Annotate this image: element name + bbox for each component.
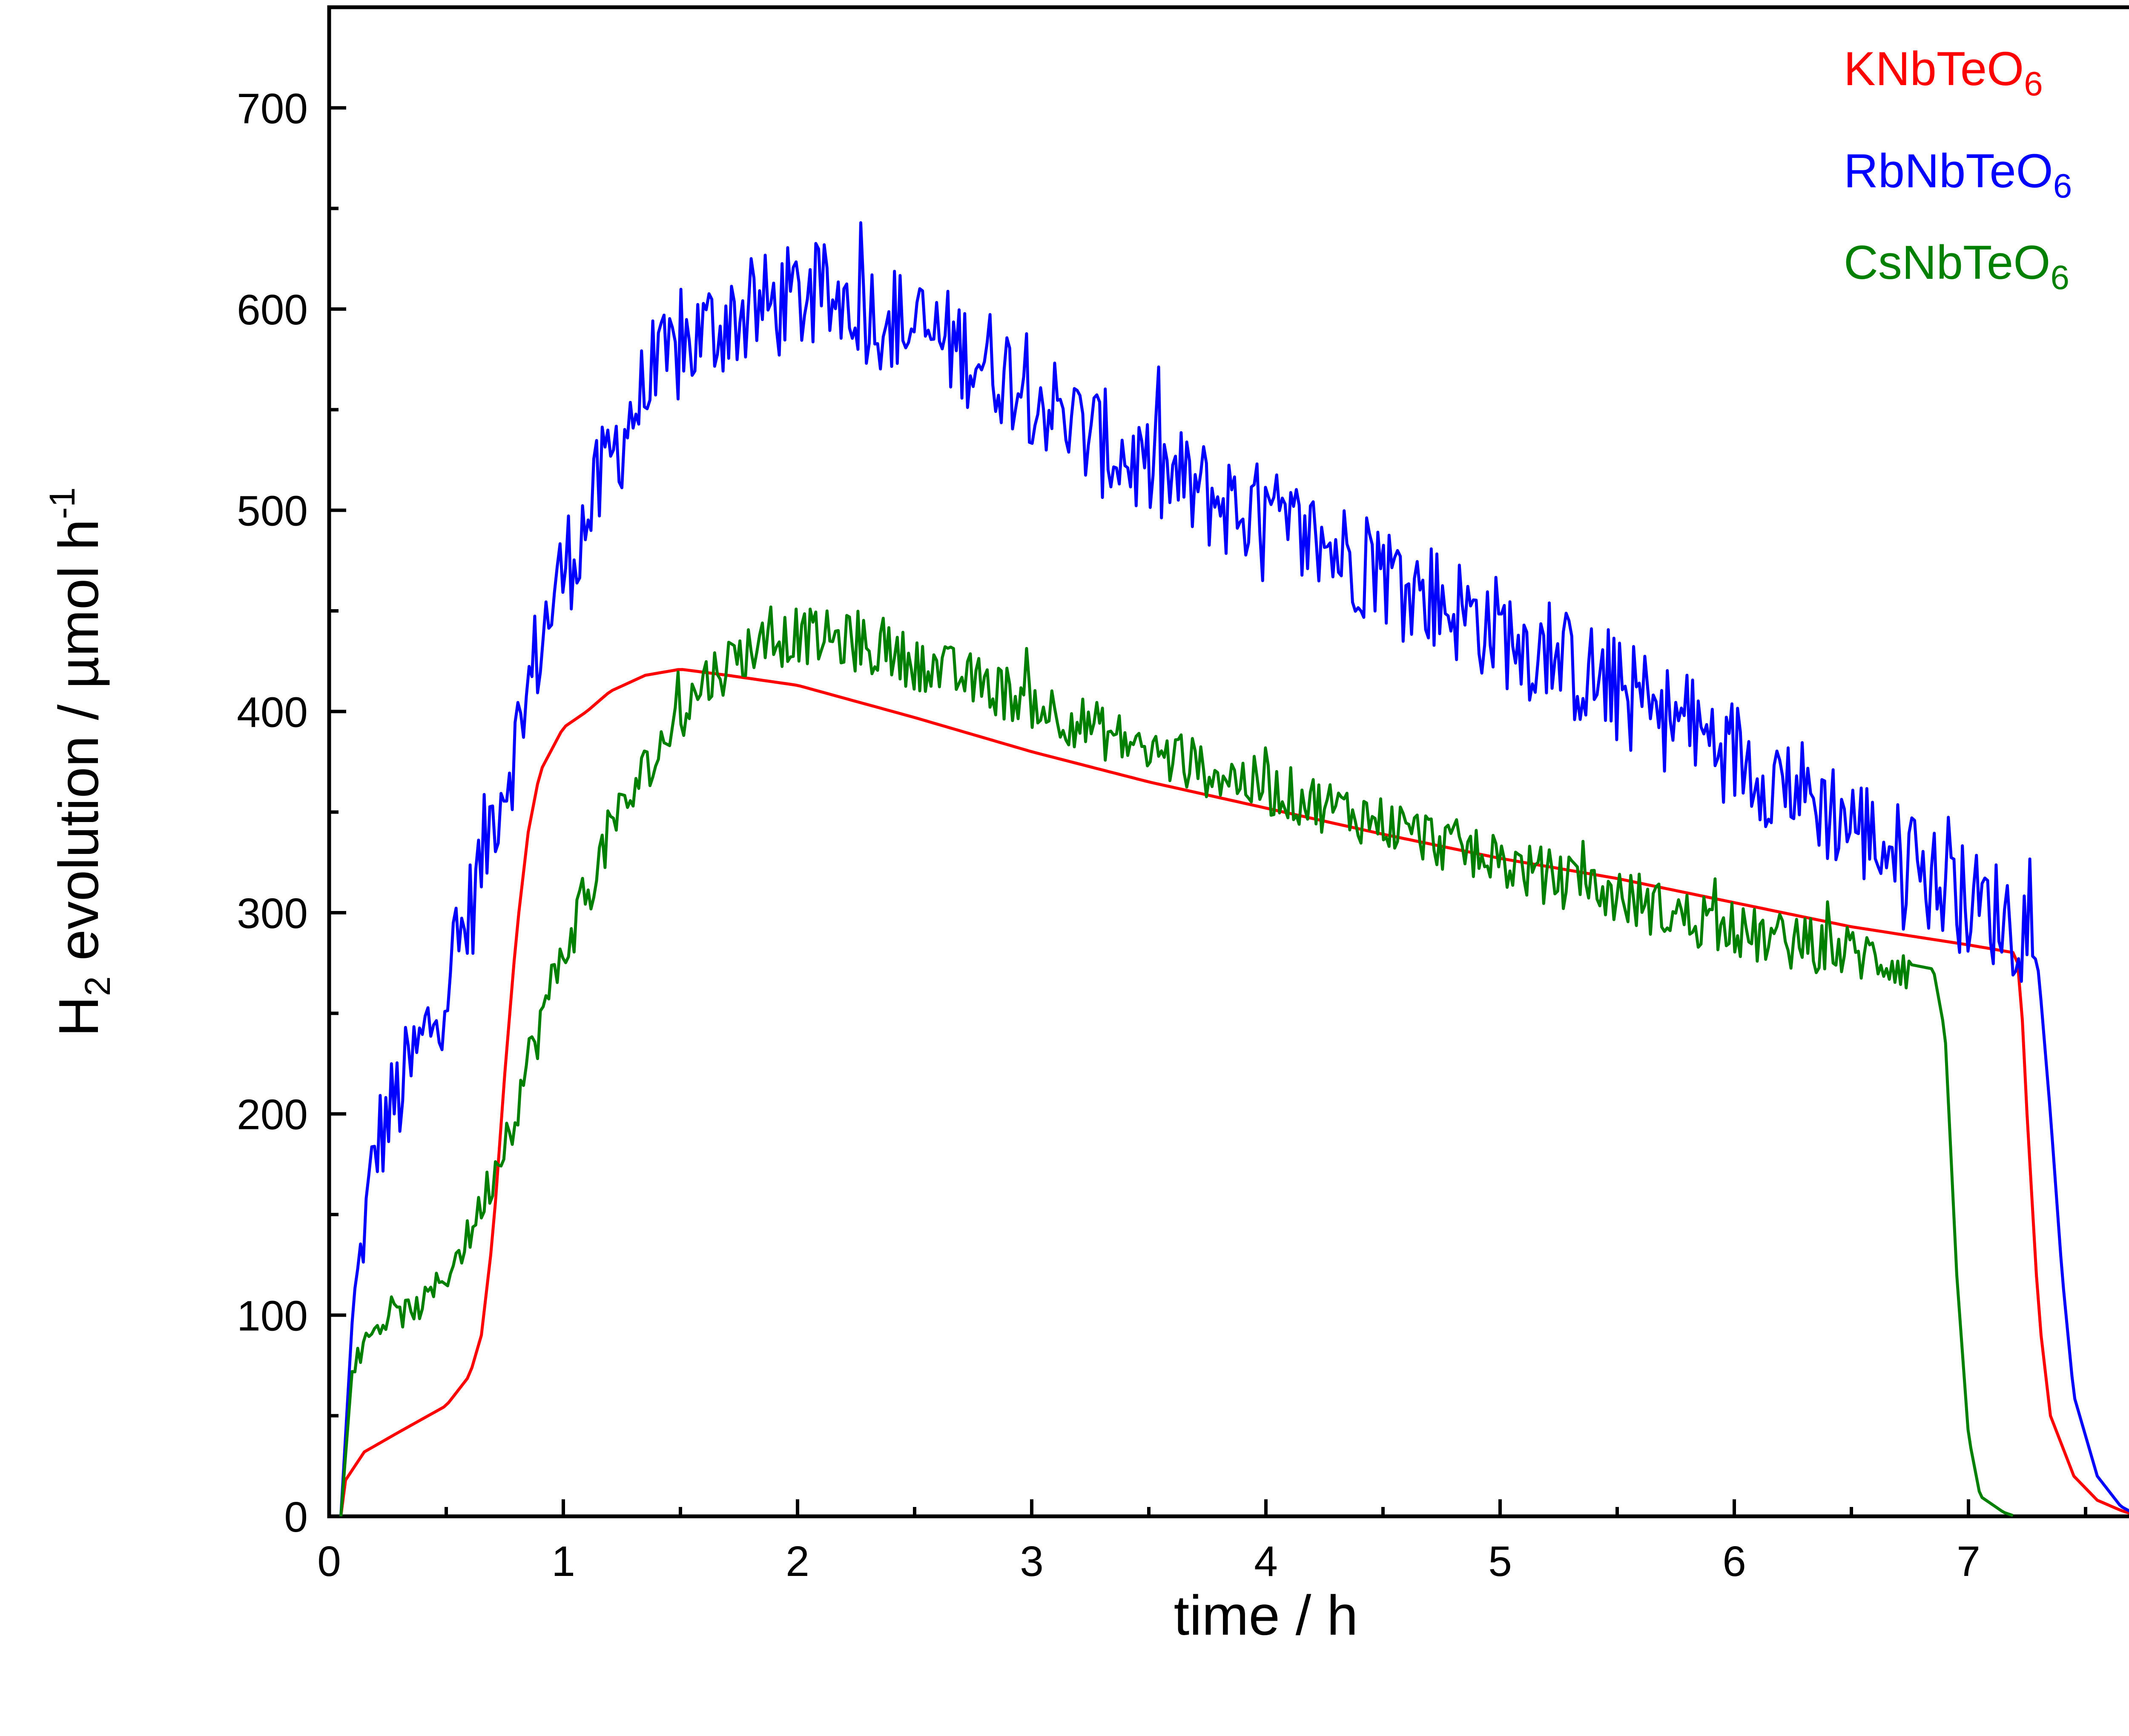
- x-tick-label: 2: [786, 1538, 809, 1585]
- series-line-knbteo6: [339, 668, 2129, 1517]
- series-line-rbnbteo6: [339, 221, 2129, 1517]
- y-axis-title-sub: 2: [77, 976, 118, 996]
- legend-entry-rbnbteo6: RbNbTeO6: [1844, 144, 2072, 205]
- x-tick-label: 6: [1722, 1538, 1746, 1585]
- legend-label-rbnbteo6: RbNbTeO: [1844, 144, 2053, 198]
- series-line-csnbteo6: [339, 605, 2014, 1517]
- x-axis-ticks: 012345678: [317, 1499, 2087, 1585]
- x-tick-label: 5: [1488, 1538, 1512, 1585]
- y-tick-label: 300: [237, 890, 308, 937]
- y-tick-label: 200: [237, 1091, 308, 1139]
- series-layer: [339, 221, 2129, 1517]
- y-tick-label: 700: [237, 85, 308, 132]
- x-axis-title: time / h: [1174, 1584, 1358, 1647]
- y-axis-title-rest: evolution / µmol h: [47, 519, 110, 976]
- y-axis-ticks: 0 100 200 300 400 500 600 700: [237, 6, 346, 1541]
- y-axis-title: H2 evolution / µmol h-1: [42, 487, 118, 1037]
- y-tick-label: 500: [237, 487, 308, 535]
- x-tick-label: 3: [1020, 1538, 1044, 1585]
- legend-entry-knbteo6: KNbTeO6: [1844, 42, 2043, 103]
- legend-entry-csnbteo6: CsNbTeO6: [1844, 236, 2069, 296]
- y-axis-title-main: H: [47, 996, 110, 1037]
- legend: KNbTeO6 RbNbTeO6 CsNbTeO6: [1844, 42, 2072, 296]
- legend-sub-knbteo6: 6: [2024, 65, 2043, 103]
- plot-frame: [327, 5, 2129, 1518]
- legend-label-knbteo6: KNbTeO: [1844, 42, 2024, 95]
- legend-label-csnbteo6: CsNbTeO: [1844, 236, 2050, 289]
- y-tick-label: 400: [237, 688, 308, 736]
- x-tick-label: 7: [1957, 1538, 1980, 1585]
- y-axis-title-sup: -1: [42, 487, 82, 519]
- legend-sub-csnbteo6: 6: [2050, 258, 2069, 296]
- y-tick-label: 600: [237, 286, 308, 334]
- x-tick-label: 4: [1254, 1538, 1278, 1585]
- y-tick-label: 100: [237, 1292, 308, 1340]
- x-tick-label: 1: [551, 1538, 575, 1585]
- legend-sub-rbnbteo6: 6: [2053, 167, 2072, 205]
- y-tick-label: 0: [284, 1493, 308, 1541]
- x-tick-label: 0: [317, 1538, 341, 1585]
